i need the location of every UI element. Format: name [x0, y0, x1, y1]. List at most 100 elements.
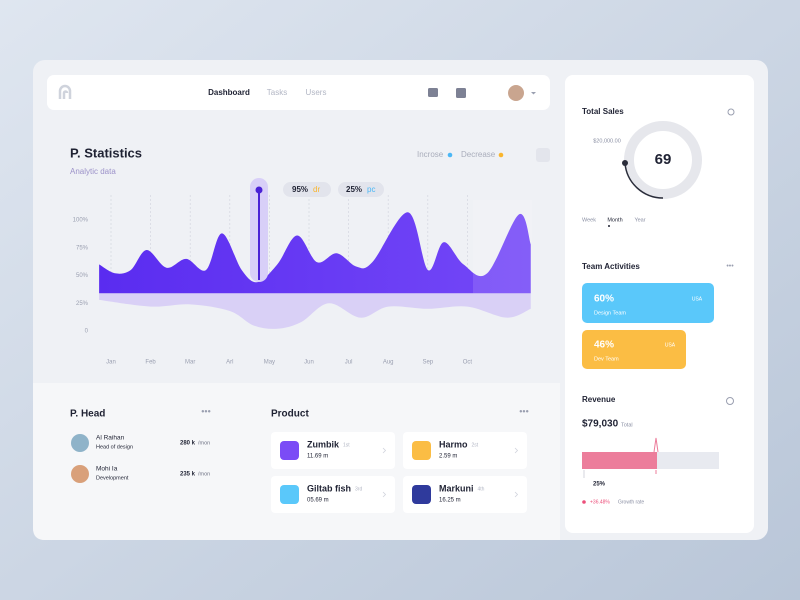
tooltip-dot: [255, 186, 263, 194]
revenue-share: 25%: [593, 482, 606, 488]
refresh-icon[interactable]: [727, 108, 735, 116]
product-rank: 2st: [472, 442, 479, 448]
nav-link[interactable]: Users: [306, 88, 327, 97]
more-menu[interactable]: •••: [519, 406, 528, 416]
growth-label: Growth rate: [618, 499, 644, 505]
product-name: Markuni: [439, 483, 474, 493]
chevron: [382, 491, 387, 498]
tooltip-unit: dr: [313, 185, 320, 194]
product-rank: 4th: [478, 486, 485, 492]
people-list: Al Raihan Head of design 280 k/mon Mohi Ia D…: [71, 434, 210, 483]
tab[interactable]: Month: [607, 217, 622, 223]
x-tick-label: Sep: [422, 360, 433, 366]
product-card[interactable]: [403, 432, 527, 469]
icon[interactable]: [456, 88, 466, 98]
chart: Jan Feb Mar Arl May Jun Jul Aug Sep Oct 100% 75% 50%…: [73, 195, 532, 366]
y-tick-label: 25%: [76, 301, 89, 307]
chart-button[interactable]: [536, 148, 550, 162]
x-tick-label: Arl: [226, 360, 233, 366]
team-card[interactable]: [582, 283, 714, 323]
icon[interactable]: [428, 88, 438, 97]
revenue-bar: [582, 452, 657, 469]
legend-label: Decrease: [461, 150, 496, 159]
revenue-amount: $79,030: [582, 419, 619, 430]
product-rank: 1st: [343, 442, 350, 448]
chevron: [382, 447, 387, 454]
tab-indicator: [608, 225, 610, 227]
person-unit: /mon: [198, 471, 210, 477]
tooltip: 95% dr 25% pc: [250, 178, 384, 282]
gauge-knob: [622, 160, 628, 166]
product-icon: [280, 441, 299, 460]
team-name: Dev Team: [594, 356, 619, 362]
growth-value: +36.48%: [590, 499, 610, 505]
team-region: USA: [665, 342, 676, 348]
y-tick-label: 50%: [76, 273, 89, 279]
tooltip-value: 95%: [292, 185, 308, 194]
person-name: Mohi Ia: [96, 466, 118, 473]
product-icon: [412, 441, 431, 460]
section-title: Team Activities: [582, 262, 640, 271]
product-icon: [280, 485, 299, 504]
product-card[interactable]: [271, 476, 395, 513]
x-tick-label: Jul: [345, 360, 353, 366]
gauge-ring: [624, 121, 702, 199]
person-role: Head of design: [96, 444, 133, 450]
section-title: Product: [271, 409, 309, 420]
decrease-area: [99, 293, 531, 329]
gauge-center: [635, 132, 691, 188]
section-title: Revenue: [582, 395, 616, 404]
more-menu[interactable]: •••: [201, 406, 210, 416]
nav-link[interactable]: Tasks: [267, 88, 287, 97]
logo[interactable]: [58, 84, 72, 99]
growth-dot: [582, 500, 586, 504]
x-tick-label: Aug: [383, 360, 394, 366]
caret[interactable]: [531, 92, 536, 95]
highlight: [473, 200, 532, 294]
more-menu[interactable]: •••: [726, 263, 734, 270]
increase-area: [99, 212, 531, 294]
tab[interactable]: Week: [582, 217, 596, 223]
x-tick-label: Jan: [106, 360, 116, 366]
product-card[interactable]: [271, 432, 395, 469]
team-value: 46%: [594, 340, 614, 351]
chevron: [514, 447, 519, 454]
avatar: [71, 434, 89, 452]
x-tick-label: May: [264, 360, 275, 366]
avatar[interactable]: [508, 85, 524, 101]
person-unit: /mon: [198, 440, 210, 446]
chevron: [514, 491, 519, 498]
team-value: 60%: [594, 294, 614, 305]
gauge-value: 69: [655, 151, 672, 168]
product-value: 05.69 m: [307, 498, 329, 504]
product-value: 16.25 m: [439, 498, 461, 504]
legend-dot: [447, 152, 453, 158]
tooltip-pill: [338, 182, 384, 197]
product-value: 11.69 m: [307, 454, 328, 460]
person-role: Development: [96, 475, 129, 481]
product-name: Giltab fish: [307, 483, 351, 493]
nav-link[interactable]: Dashboard: [208, 88, 250, 97]
revenue-spike: [653, 437, 659, 474]
legend-dot: [498, 152, 504, 158]
revenue-icon[interactable]: [726, 397, 734, 405]
product-card[interactable]: [403, 476, 527, 513]
gauge-arc: [624, 162, 664, 199]
product-name: Zumbik: [307, 439, 340, 449]
person-amount: 235 k: [180, 472, 196, 478]
tooltip-pill: [283, 182, 331, 197]
tooltip-value: 25%: [346, 185, 362, 194]
legend-label: Incrose: [417, 150, 444, 159]
nav-bar: [47, 75, 550, 110]
x-tick-label: Jun: [304, 360, 314, 366]
subtitle: Analytic data: [70, 167, 116, 176]
product-icon: [412, 485, 431, 504]
product-rank: 3rd: [355, 486, 362, 492]
product-name: Harmo: [439, 439, 468, 449]
team-card[interactable]: [582, 330, 686, 369]
team-name: Design Team: [594, 310, 626, 316]
avatar: [71, 465, 89, 483]
tab[interactable]: Year: [634, 217, 645, 223]
team-region: USA: [692, 296, 703, 302]
